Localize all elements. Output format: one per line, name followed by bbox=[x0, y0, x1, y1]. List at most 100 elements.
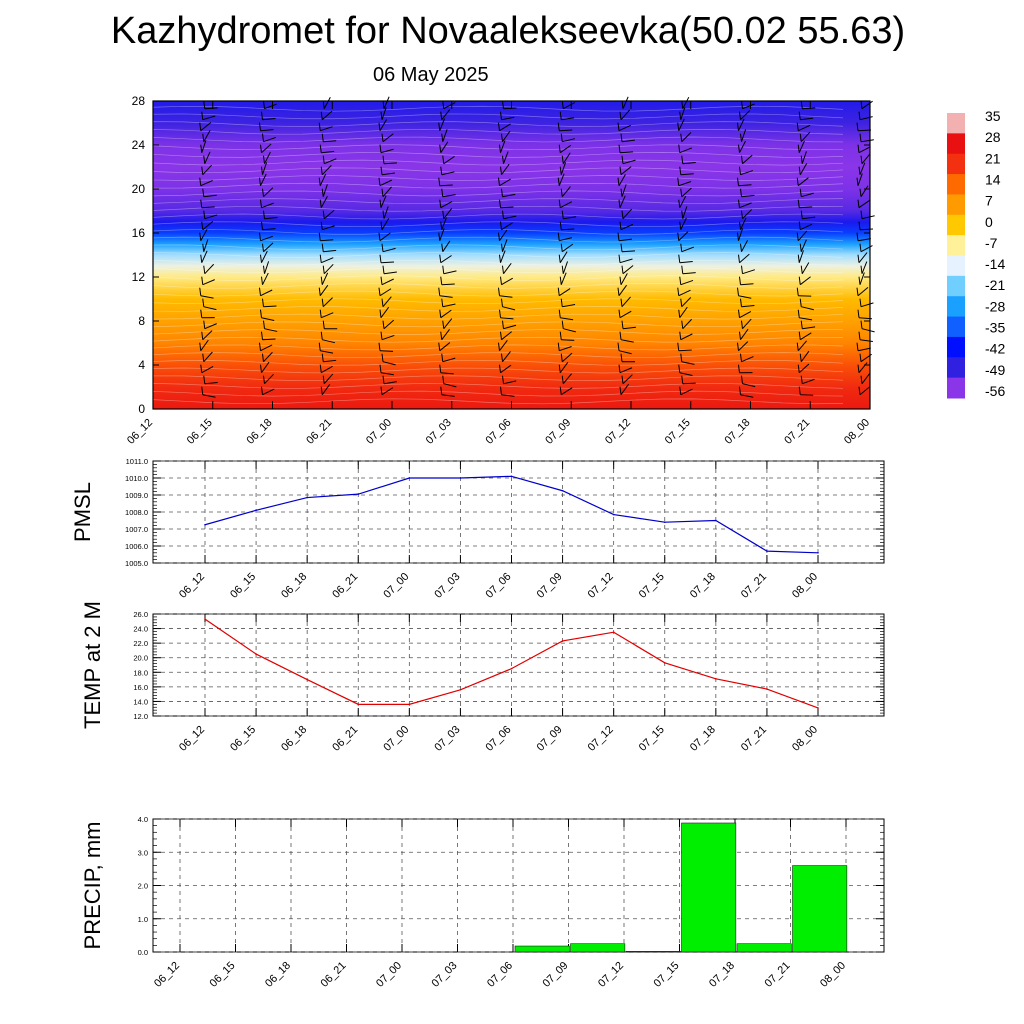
wind-barb bbox=[321, 110, 333, 121]
wind-barb bbox=[680, 173, 694, 176]
wind-barb bbox=[322, 184, 328, 197]
wind-barb bbox=[860, 245, 873, 253]
wind-barb bbox=[738, 228, 744, 241]
wind-barb-flag bbox=[382, 210, 385, 219]
wind-barb bbox=[860, 302, 874, 308]
wind-barb-flag bbox=[620, 298, 623, 307]
wind-barb bbox=[441, 329, 450, 341]
wind-barb-flag bbox=[203, 265, 206, 274]
wind-barb-flag bbox=[498, 122, 500, 131]
wind-barb bbox=[682, 161, 696, 165]
wind-barb bbox=[501, 331, 512, 341]
wind-barb bbox=[619, 151, 634, 154]
wind-barb bbox=[798, 363, 810, 374]
wind-barb-flag bbox=[380, 111, 383, 120]
wind-barb-flag bbox=[201, 166, 204, 175]
wind-barb-flag bbox=[442, 100, 445, 109]
wind-barb bbox=[202, 330, 213, 341]
wind-barb-flag bbox=[620, 243, 623, 252]
wind-barb bbox=[861, 261, 868, 274]
wind-barb-flag bbox=[499, 199, 501, 208]
wind-barb bbox=[741, 129, 747, 142]
wind-barb bbox=[738, 118, 745, 131]
wind-barb-flag bbox=[681, 100, 684, 109]
colorbar-label: -56 bbox=[985, 383, 1005, 399]
wind-barb bbox=[678, 349, 692, 352]
x-tick-label: 07_15 bbox=[663, 417, 693, 447]
wind-barb-flag bbox=[500, 276, 502, 285]
wind-barb bbox=[201, 206, 215, 209]
wind-barb bbox=[200, 339, 209, 351]
wind-barb-flag bbox=[262, 133, 264, 142]
chart-title: Kazhydromet for Novaalekseevka(50.02 55.… bbox=[110, 10, 906, 52]
wind-barb bbox=[622, 326, 636, 330]
x-tick-label: 07_12 bbox=[586, 571, 616, 601]
wind-barb bbox=[738, 341, 749, 352]
wind-barb-flag bbox=[262, 298, 264, 307]
wind-barb bbox=[441, 394, 455, 397]
wind-barb bbox=[619, 310, 632, 319]
wind-barb-flag bbox=[740, 243, 742, 252]
wind-barb-flag bbox=[259, 287, 261, 296]
wind-barb bbox=[201, 365, 214, 374]
wind-barb bbox=[860, 353, 872, 363]
wind-barb bbox=[203, 239, 209, 252]
wind-barb-flag bbox=[203, 375, 206, 384]
y-tick-label: 22.0 bbox=[133, 639, 148, 648]
y-tick-label: 20 bbox=[132, 182, 146, 196]
wind-barb bbox=[263, 242, 274, 253]
wind-barb-flag bbox=[499, 144, 501, 153]
wind-barb bbox=[618, 350, 632, 355]
x-tick-label: 07_00 bbox=[381, 571, 411, 601]
wind-barb-flag bbox=[798, 221, 801, 230]
panel-frame bbox=[152, 613, 885, 717]
wind-barb-flag bbox=[261, 276, 263, 285]
wind-barb bbox=[320, 196, 328, 208]
wind-barb-flag bbox=[441, 243, 444, 252]
y-tick-label: 24.0 bbox=[133, 625, 148, 634]
wind-barb bbox=[859, 386, 871, 396]
colorbar-label: 0 bbox=[985, 214, 993, 230]
wind-barb bbox=[439, 184, 453, 187]
wind-barb bbox=[202, 115, 216, 121]
wind-barb bbox=[859, 272, 865, 285]
wind-barb bbox=[321, 165, 332, 176]
x-tick-label: 08_00 bbox=[790, 571, 820, 601]
wind-barb bbox=[858, 362, 868, 374]
x-tick-label: 07_12 bbox=[586, 724, 616, 754]
wind-barb-flag bbox=[621, 100, 624, 109]
wind-barb bbox=[499, 295, 513, 298]
data-point bbox=[204, 618, 206, 620]
wind-barb-flag bbox=[560, 298, 563, 307]
x-tick-label: 06_12 bbox=[177, 724, 207, 754]
wind-barb bbox=[202, 221, 214, 231]
colorbar-segment bbox=[947, 357, 965, 379]
x-tick-label: 07_09 bbox=[535, 571, 565, 601]
colorbar-segment bbox=[947, 275, 965, 297]
wind-barb-flag bbox=[199, 287, 202, 296]
wind-barb bbox=[264, 217, 278, 220]
wind-barb bbox=[321, 257, 334, 264]
wind-barb bbox=[262, 117, 276, 121]
wind-barb-flag bbox=[379, 254, 382, 263]
wind-barb bbox=[260, 344, 273, 352]
x-tick-label: 07_18 bbox=[723, 417, 753, 447]
wind-barb bbox=[323, 263, 334, 275]
y-tick-label: 0.0 bbox=[138, 948, 148, 957]
wind-barb-flag bbox=[621, 155, 624, 164]
data-point bbox=[510, 667, 513, 670]
y-tick-label: 12 bbox=[132, 270, 146, 284]
wind-barb bbox=[383, 96, 390, 109]
wind-barb-flag bbox=[561, 100, 564, 109]
wind-barb bbox=[619, 195, 626, 208]
wind-barb-flag bbox=[200, 144, 203, 153]
wind-barb-flag bbox=[740, 133, 742, 142]
y-tick-label: 14.0 bbox=[133, 697, 148, 706]
wind-barb-flag bbox=[438, 342, 441, 351]
wind-barb bbox=[382, 133, 394, 143]
wind-barb-flag bbox=[441, 188, 444, 197]
wind-barb-flag bbox=[677, 342, 680, 351]
wind-barb-flag bbox=[619, 386, 622, 395]
wind-barb bbox=[622, 265, 634, 275]
wind-barb-flag bbox=[741, 100, 743, 109]
